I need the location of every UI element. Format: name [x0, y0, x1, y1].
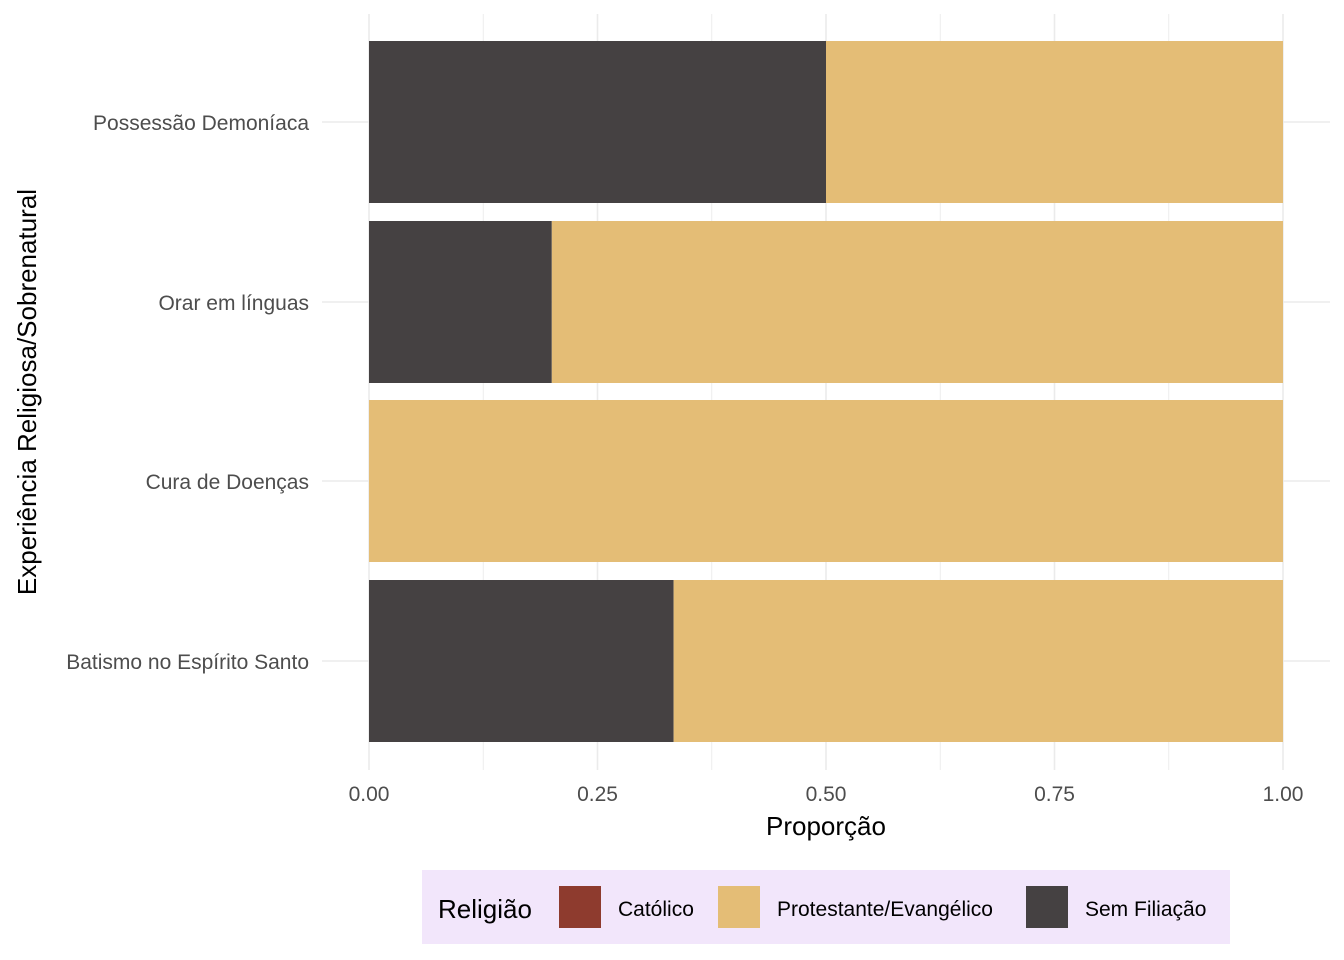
y-tick-label: Batismo no Espírito Santo [66, 651, 309, 674]
y-tick-label: Cura de Doenças [146, 471, 309, 494]
legend-key [1026, 886, 1068, 928]
bar-segment [369, 41, 826, 203]
legend-label: Sem Filiação [1085, 898, 1206, 921]
bar-segment [552, 221, 1283, 383]
y-axis-title: Experiência Religiosa/Sobrenatural [12, 189, 42, 595]
bar-segment [369, 580, 674, 742]
y-tick-label: Possessão Demoníaca [93, 112, 309, 135]
bar-segment [369, 221, 552, 383]
legend-label: Católico [618, 898, 694, 921]
x-tick-label: 0.50 [806, 783, 847, 806]
bar-segment [674, 580, 1283, 742]
legend-key [559, 886, 601, 928]
legend-key [718, 886, 760, 928]
legend-title: Religião [438, 894, 532, 924]
legend: Religião Católico Protestante/Evangélico S… [422, 870, 1230, 944]
bar-segment [369, 400, 1283, 562]
x-tick-label: 0.75 [1034, 783, 1075, 806]
bar-segment [826, 41, 1283, 203]
legend-label: Protestante/Evangélico [777, 898, 993, 921]
x-tick-label: 0.25 [577, 783, 618, 806]
x-tick-label: 1.00 [1263, 783, 1304, 806]
x-tick-label: 0.00 [349, 783, 390, 806]
x-axis-title: Proporção [766, 811, 886, 841]
y-tick-label: Orar em línguas [158, 292, 309, 315]
